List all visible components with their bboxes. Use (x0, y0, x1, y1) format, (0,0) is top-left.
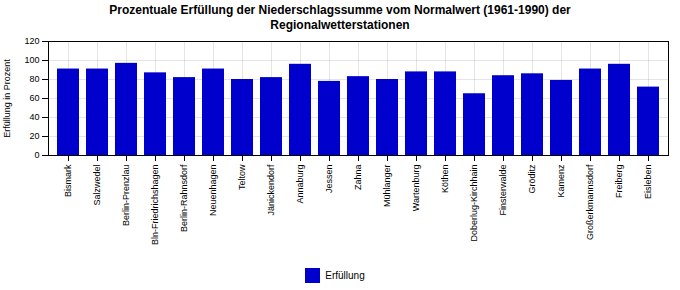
svg-text:Mühlanger: Mühlanger (382, 165, 392, 208)
svg-text:Eisleben: Eisleben (643, 165, 653, 200)
svg-text:Jessen: Jessen (324, 165, 334, 194)
html-text:Erfüllung: Erfüllung (325, 270, 365, 281)
svg-text:60: 60 (29, 93, 39, 103)
svg-text:Salzwedel: Salzwedel (92, 165, 102, 206)
svg-text:120: 120 (24, 36, 39, 46)
svg-text:Erfüllung in Prozent: Erfüllung in Prozent (2, 59, 12, 138)
svg-text:Köthen: Köthen (440, 165, 450, 194)
svg-text:Bln-Friedrichshagen: Bln-Friedrichshagen (150, 165, 160, 246)
svg-text:Berlin-Rahnsdorf: Berlin-Rahnsdorf (179, 164, 189, 232)
svg-text:80: 80 (29, 74, 39, 84)
svg-text:Wartenburg: Wartenburg (411, 165, 421, 212)
svg-text:Freiberg: Freiberg (614, 165, 624, 199)
svg-text:Neuenhagen: Neuenhagen (208, 165, 218, 217)
svg-text:Teltow: Teltow (237, 164, 247, 190)
svg-text:Berlin-Prenzlau: Berlin-Prenzlau (121, 165, 131, 227)
svg-text:Zahna: Zahna (353, 165, 363, 191)
svg-text:Großerkmannsdorf: Großerkmannsdorf (585, 164, 595, 240)
svg-text:Kamenz: Kamenz (556, 164, 566, 198)
svg-text:Jänickendorf: Jänickendorf (266, 164, 276, 216)
svg-text:20: 20 (29, 131, 39, 141)
svg-text:Finsterwalde: Finsterwalde (498, 165, 508, 216)
svg-text:Annaburg: Annaburg (295, 165, 305, 204)
svg-text:100: 100 (24, 55, 39, 65)
svg-text:0: 0 (34, 150, 39, 160)
svg-text:Doberlug-Kirchhain: Doberlug-Kirchhain (469, 165, 479, 242)
svg-text:Bismark: Bismark (63, 164, 73, 197)
html-text:Prozentuale Erfüllung der Nied: Prozentuale Erfüllung der Niederschlagss… (109, 3, 571, 32)
svg-text:40: 40 (29, 112, 39, 122)
svg-text:Gröditz: Gröditz (527, 164, 537, 194)
